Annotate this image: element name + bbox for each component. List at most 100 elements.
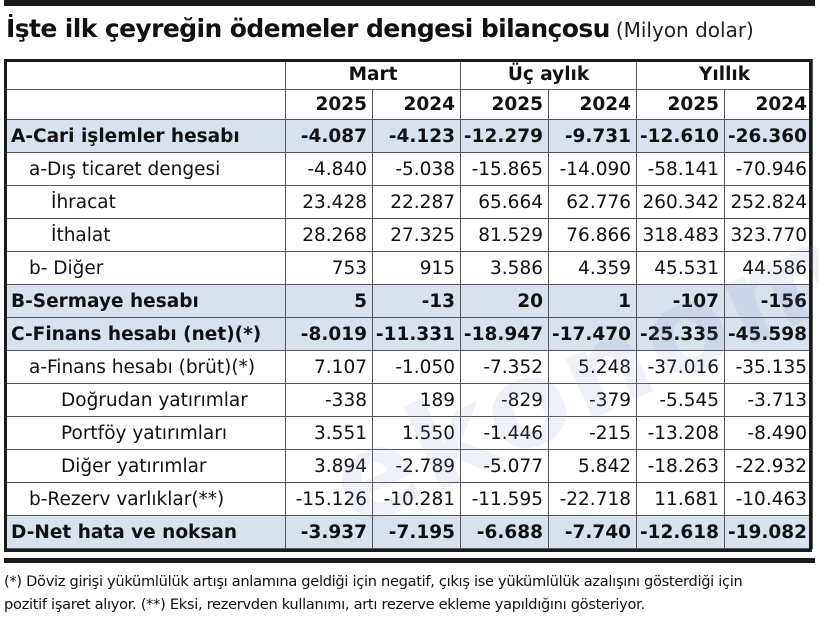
row-value: -18.947 bbox=[460, 317, 549, 351]
row-value: -37.016 bbox=[636, 350, 726, 384]
row-value: -58.141 bbox=[636, 152, 726, 186]
row-value: -22.718 bbox=[547, 482, 638, 516]
table-row: A-Cari işlemler hesabı -4.087 -4.123 -12.27… bbox=[4, 119, 814, 153]
row-value: -1.050 bbox=[372, 350, 461, 384]
row-value: 81.529 bbox=[460, 218, 549, 252]
row-value: 323.770 bbox=[724, 218, 814, 252]
row-value: 3.894 bbox=[285, 449, 373, 483]
title-main: İşte ilk çeyreğin ödemeler dengesi bilan… bbox=[6, 14, 610, 43]
row-value: -12.279 bbox=[460, 119, 549, 153]
balance-table-container: Mart Üç aylık Yıllık 2025 2024 2025 2024… bbox=[4, 59, 819, 556]
row-value: -25.335 bbox=[636, 317, 726, 351]
row-value: 76.866 bbox=[547, 218, 638, 252]
row-label: b- Diğer bbox=[4, 251, 286, 285]
row-value: -15.865 bbox=[460, 152, 549, 186]
row-value: -156 bbox=[724, 284, 814, 318]
row-value: -7.195 bbox=[372, 515, 461, 549]
row-value: 20 bbox=[460, 284, 549, 318]
balance-table: Mart Üç aylık Yıllık 2025 2024 2025 2024… bbox=[4, 59, 814, 549]
table-row: b- Diğer 753 915 3.586 4.359 45.531 44.586 bbox=[4, 251, 814, 285]
row-value: -13 bbox=[372, 284, 461, 318]
row-value: -12.610 bbox=[636, 119, 726, 153]
row-label: C-Finans hesabı (net)(*) bbox=[4, 317, 286, 351]
row-label: B-Sermaye hesabı bbox=[4, 284, 286, 318]
header-empty bbox=[4, 59, 286, 90]
row-value: -2.789 bbox=[372, 449, 461, 483]
row-label: Portföy yatırımları bbox=[4, 416, 286, 450]
row-value: -26.360 bbox=[724, 119, 814, 153]
table-row: B-Sermaye hesabı 5 -13 20 1 -107 -156 bbox=[4, 284, 814, 318]
header-year: 2024 bbox=[372, 89, 461, 120]
row-value: -10.281 bbox=[372, 482, 461, 516]
top-rule bbox=[4, 0, 815, 6]
row-value: 3.551 bbox=[285, 416, 373, 450]
row-value: 915 bbox=[372, 251, 461, 285]
row-value: -11.331 bbox=[372, 317, 461, 351]
row-value: -3.937 bbox=[285, 515, 373, 549]
row-value: -13.208 bbox=[636, 416, 726, 450]
row-value: -45.598 bbox=[724, 317, 814, 351]
row-label: b-Rezerv varlıklar(**) bbox=[4, 482, 286, 516]
row-value: 3.586 bbox=[460, 251, 549, 285]
row-value: -35.135 bbox=[724, 350, 814, 384]
header-year: 2024 bbox=[724, 89, 814, 120]
row-value: 11.681 bbox=[636, 482, 726, 516]
row-value: -7.352 bbox=[460, 350, 549, 384]
row-value: -3.713 bbox=[724, 383, 814, 417]
row-value: -18.263 bbox=[636, 449, 726, 483]
row-label: Diğer yatırımlar bbox=[4, 449, 286, 483]
row-value: -5.038 bbox=[372, 152, 461, 186]
row-value: 260.342 bbox=[636, 185, 726, 219]
row-value: 27.325 bbox=[372, 218, 461, 252]
row-value: -338 bbox=[285, 383, 373, 417]
row-value: -5.077 bbox=[460, 449, 549, 483]
row-value: -11.595 bbox=[460, 482, 549, 516]
row-value: -5.545 bbox=[636, 383, 726, 417]
row-value: 65.664 bbox=[460, 185, 549, 219]
row-value: -9.731 bbox=[547, 119, 638, 153]
row-value: -4.123 bbox=[372, 119, 461, 153]
row-value: 252.824 bbox=[724, 185, 814, 219]
row-value: 189 bbox=[372, 383, 461, 417]
row-value: -14.090 bbox=[547, 152, 638, 186]
header-year: 2024 bbox=[547, 89, 638, 120]
row-value: -829 bbox=[460, 383, 549, 417]
table-row: a-Dış ticaret dengesi -4.840 -5.038 -15.865… bbox=[4, 152, 814, 186]
footnote-line: pozitif işaret alıyor. (**) Eksi, rezerv… bbox=[4, 596, 645, 613]
title-unit: (Milyon dolar) bbox=[615, 18, 754, 42]
row-label: a-Finans hesabı (brüt)(*) bbox=[4, 350, 286, 384]
row-value: -15.126 bbox=[285, 482, 373, 516]
header-year: 2025 bbox=[285, 89, 373, 120]
row-value: -22.932 bbox=[724, 449, 814, 483]
row-label: A-Cari işlemler hesabı bbox=[4, 119, 286, 153]
row-value: 5.842 bbox=[547, 449, 638, 483]
row-value: -10.463 bbox=[724, 482, 814, 516]
row-label: İthalat bbox=[4, 218, 286, 252]
table-row: Doğrudan yatırımlar -338 189 -829 -379 -5.545… bbox=[4, 383, 814, 417]
header-groups-row: Mart Üç aylık Yıllık bbox=[4, 59, 814, 90]
row-value: 753 bbox=[285, 251, 373, 285]
row-value: -17.470 bbox=[547, 317, 638, 351]
row-value: 22.287 bbox=[372, 185, 461, 219]
row-value: -107 bbox=[636, 284, 726, 318]
header-group: Yıllık bbox=[636, 59, 814, 90]
row-value: 28.268 bbox=[285, 218, 373, 252]
table-row: D-Net hata ve noksan -3.937 -7.195 -6.688 -7… bbox=[4, 515, 814, 549]
row-value: -12.618 bbox=[636, 515, 726, 549]
row-value: -6.688 bbox=[460, 515, 549, 549]
row-value: -70.946 bbox=[724, 152, 814, 186]
row-value: -8.490 bbox=[724, 416, 814, 450]
table-row: C-Finans hesabı (net)(*) -8.019 -11.331 -18… bbox=[4, 317, 814, 351]
table-row: Portföy yatırımları 3.551 1.550 -1.446 -215-… bbox=[4, 416, 814, 450]
row-value: 4.359 bbox=[547, 251, 638, 285]
header-year: 2025 bbox=[460, 89, 549, 120]
row-value: -8.019 bbox=[285, 317, 373, 351]
table-row: İthalat 28.268 27.325 81.529 76.866 318.483 32… bbox=[4, 218, 814, 252]
row-value: -4.840 bbox=[285, 152, 373, 186]
header-year: 2025 bbox=[636, 89, 726, 120]
header-group: Mart bbox=[285, 59, 461, 90]
row-value: -1.446 bbox=[460, 416, 549, 450]
table-row: İhracat 23.428 22.287 65.664 62.776 260.342 25… bbox=[4, 185, 814, 219]
table-row: a-Finans hesabı (brüt)(*) 7.107 -1.050 -7.3… bbox=[4, 350, 814, 384]
footnote: (*) Döviz girişi yükümlülük artışı anlam… bbox=[4, 570, 815, 616]
